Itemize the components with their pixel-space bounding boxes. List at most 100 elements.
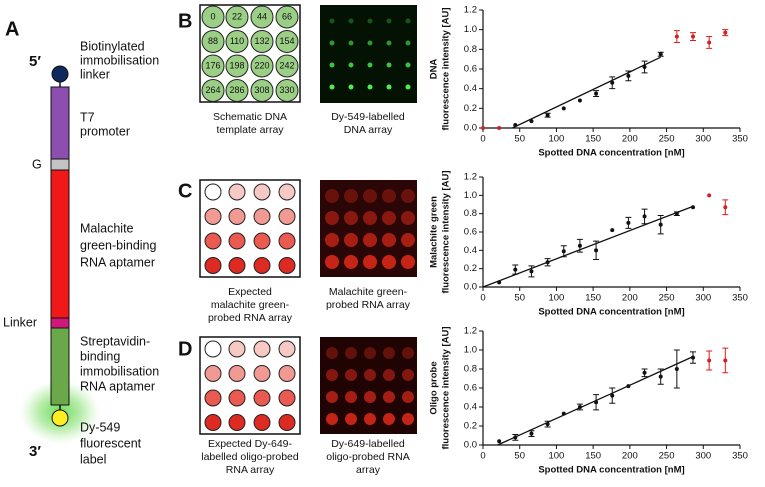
image-spot (363, 189, 377, 203)
x-tick-label: 50 (514, 451, 525, 462)
data-point (707, 358, 712, 363)
schematic-spot (201, 54, 225, 78)
spot-label: 242 (279, 60, 294, 70)
spot-label: 154 (279, 36, 294, 46)
biotin (51, 65, 69, 83)
expected-spot (253, 389, 271, 407)
y-tick-label: 0.2 (464, 421, 477, 432)
x-tick-label: 0 (480, 293, 485, 304)
image-spot (325, 233, 339, 247)
expected-spot (253, 365, 271, 382)
data-point (707, 40, 712, 45)
y-tick-label: 0.8 (464, 44, 477, 55)
spot-label: 330 (279, 85, 294, 95)
schematic-spot (201, 5, 225, 29)
x-tick-label: 350 (732, 451, 748, 462)
construct-label: Biotinylated (80, 39, 145, 53)
image-spot (345, 391, 357, 403)
image-spot (345, 347, 357, 359)
spot-label: 110 (230, 36, 244, 46)
image-spot (325, 189, 339, 203)
image-spot (401, 189, 415, 203)
image-spot (367, 40, 373, 46)
data-point (610, 80, 615, 85)
image-spot (326, 347, 338, 359)
caption: Expected (228, 286, 272, 298)
image-spot (405, 62, 411, 68)
y-axis-label: Malachite green (429, 196, 440, 268)
construct-label: RNA aptamer (80, 255, 155, 269)
image-spot (386, 84, 392, 90)
expected-spot (253, 232, 271, 250)
image-spot (383, 369, 395, 381)
image-spot (345, 413, 357, 425)
data-point (642, 370, 647, 375)
image-spot (402, 391, 414, 403)
schematic-spot (225, 30, 249, 53)
expected-spot (228, 389, 246, 407)
image-spot (405, 40, 411, 46)
strep-block (50, 327, 70, 406)
data-point (691, 34, 696, 39)
image-spot (345, 369, 357, 381)
schematic-spot (225, 79, 249, 102)
caption: malachite green- (211, 299, 290, 311)
x-axis-label: Spotted DNA concentration [nM] (538, 307, 684, 318)
x-tick-label: 150 (585, 451, 601, 462)
data-point (529, 119, 534, 124)
x-tick-label: 350 (732, 134, 748, 145)
schematic-spot (225, 54, 249, 78)
x-tick-label: 300 (695, 134, 711, 145)
image-spot (367, 18, 373, 24)
caption: DNA array (344, 124, 393, 136)
image-spot (348, 18, 354, 24)
data-point (691, 355, 696, 360)
caption: Dy-549-labelled (331, 111, 405, 123)
image-spot (325, 211, 339, 225)
image-spot (382, 233, 396, 247)
data-point (674, 367, 679, 371)
x-tick-label: 50 (514, 293, 525, 304)
x-tick-label: 300 (695, 451, 711, 462)
spot-label: 44 (257, 11, 267, 21)
spot-label: 220 (254, 60, 269, 70)
expected-spot (253, 208, 271, 225)
data-point (723, 30, 728, 35)
schematic-spot (225, 5, 249, 29)
y-tick-label: 0.4 (464, 83, 477, 94)
expected-spot (228, 257, 246, 274)
x-tick-label: 150 (585, 134, 601, 145)
five-prime: 5′ (29, 53, 41, 70)
spot-label: 286 (229, 85, 244, 95)
image-spot (329, 62, 335, 68)
image-spot (329, 84, 335, 90)
image-spot (382, 255, 396, 269)
x-axis-label: Spotted DNA concentration [nM] (538, 465, 684, 476)
y-tick-label: 0.8 (464, 208, 477, 219)
data-point (594, 400, 599, 405)
y-tick-label: 0.4 (464, 245, 477, 256)
expected-spot (228, 183, 246, 201)
expected-spot (278, 414, 296, 431)
t7-block (50, 86, 70, 160)
data-point (497, 439, 502, 444)
image-spot (382, 189, 396, 203)
data-point (723, 205, 728, 210)
dye (51, 409, 69, 427)
expected-spot (204, 208, 222, 225)
data-point (594, 91, 599, 96)
construct-label: green-binding (80, 238, 156, 252)
image-spot (348, 40, 354, 46)
image-spot (344, 189, 358, 203)
image-spot (383, 413, 395, 425)
expected-spot (278, 183, 296, 201)
y-tick-label: 1.2 (464, 172, 477, 183)
construct-label: binding (80, 349, 120, 363)
expected-spot (278, 389, 296, 407)
schematic-spot (250, 5, 274, 29)
expected-spot (204, 183, 222, 201)
caption: Schematic DNA (213, 111, 287, 123)
data-point (513, 435, 518, 440)
